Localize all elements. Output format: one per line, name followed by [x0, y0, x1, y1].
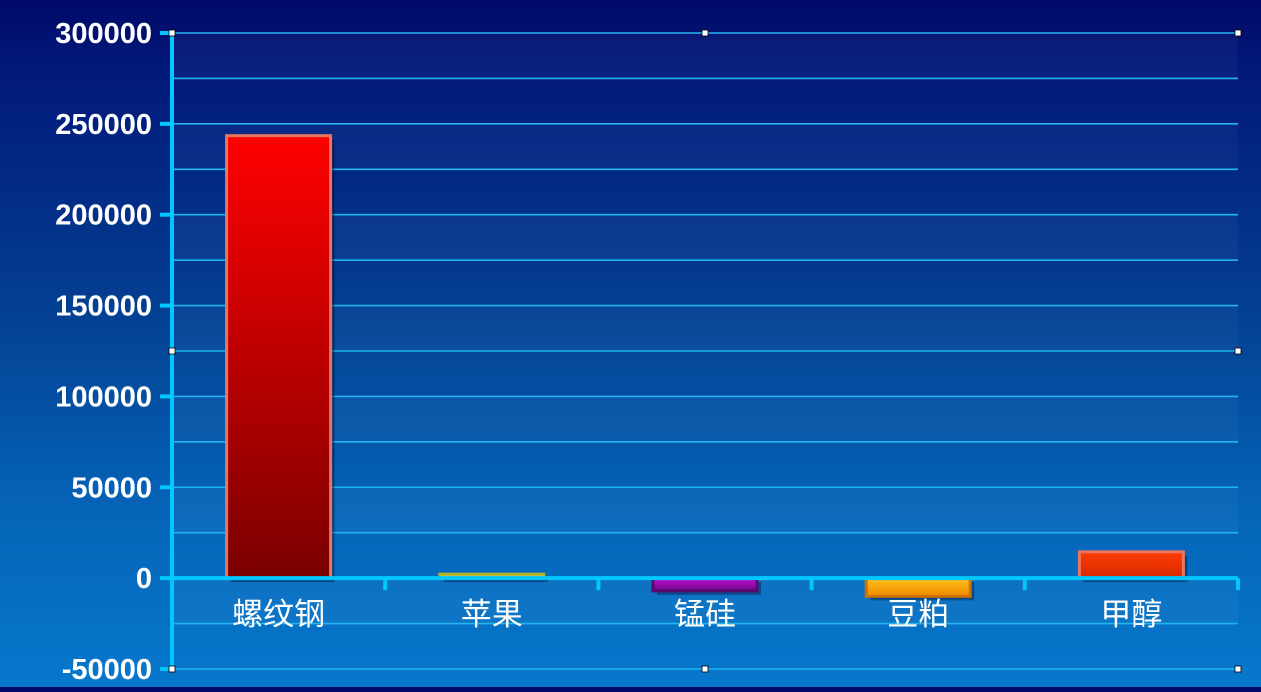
selection-handle[interactable]	[701, 665, 709, 673]
selection-handle[interactable]	[701, 29, 709, 37]
selection-handle[interactable]	[168, 29, 176, 37]
axes	[160, 29, 1242, 673]
y-tick-label: 300000	[55, 18, 152, 50]
y-tick-label: 150000	[55, 291, 152, 323]
selection-handle[interactable]	[168, 347, 176, 355]
y-tick-label: 0	[136, 563, 152, 595]
selection-handle[interactable]	[1234, 665, 1242, 673]
y-tick-label: -50000	[62, 654, 152, 686]
labels: -50000 0 50000 100000 150000 200000 250000 3000…	[55, 18, 1162, 686]
x-category-label: 豆粕	[887, 597, 949, 633]
y-tick-label: 100000	[55, 381, 152, 413]
y-tick-label: 200000	[55, 200, 152, 232]
bar-1	[225, 134, 333, 580]
bar-shadow	[443, 578, 548, 583]
x-category-label: 苹果	[461, 597, 523, 633]
y-tick-label: 50000	[71, 472, 152, 504]
selection-handle[interactable]	[1234, 29, 1242, 37]
y-tick-label: 250000	[55, 109, 152, 141]
x-category-label: 甲醇	[1100, 597, 1162, 633]
selection-handle[interactable]	[1234, 347, 1242, 355]
bars	[225, 134, 1188, 601]
grid-band	[172, 33, 1238, 78]
bar-4	[864, 576, 972, 598]
x-category-label: 锰硅	[674, 597, 736, 633]
x-category-label: 螺纹钢	[232, 597, 325, 633]
selection-handle[interactable]	[168, 665, 176, 673]
bar-5	[1077, 550, 1185, 580]
